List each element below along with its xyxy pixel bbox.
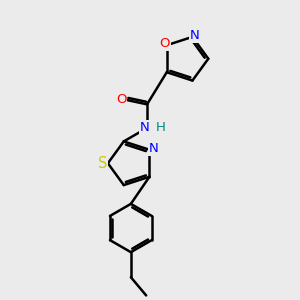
Text: S: S: [98, 156, 107, 171]
Text: H: H: [155, 122, 165, 134]
Text: N: N: [140, 122, 150, 134]
Text: O: O: [116, 93, 126, 106]
Text: N: N: [149, 142, 159, 155]
Text: N: N: [190, 29, 200, 42]
Text: O: O: [159, 37, 169, 50]
